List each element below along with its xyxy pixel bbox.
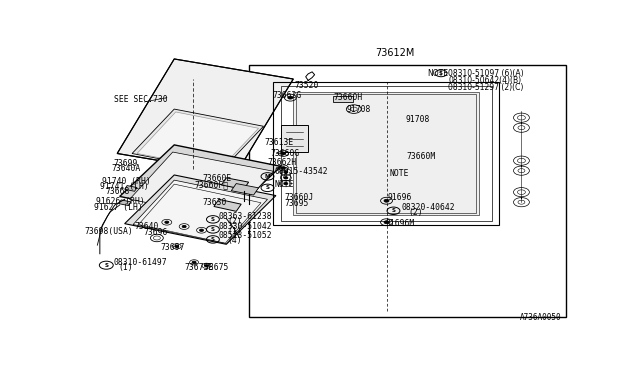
Text: 73668: 73668 (106, 187, 130, 196)
Text: (1): (1) (118, 263, 133, 272)
Circle shape (284, 177, 288, 179)
Circle shape (192, 261, 196, 263)
Polygon shape (125, 175, 276, 244)
Text: 73695: 73695 (285, 199, 309, 208)
Bar (333, 96, 353, 102)
Text: 73698(USA): 73698(USA) (84, 227, 132, 236)
Text: 08310-51297 (2)(C): 08310-51297 (2)(C) (448, 83, 524, 92)
Text: (2): (2) (408, 208, 423, 217)
Text: 08363-61238: 08363-61238 (219, 212, 273, 221)
Text: 73675E: 73675E (184, 263, 213, 272)
Text: NOTE: NOTE (390, 169, 410, 179)
Polygon shape (118, 200, 131, 206)
Text: (1): (1) (228, 227, 243, 236)
Polygon shape (133, 180, 268, 244)
Text: S: S (266, 185, 269, 190)
Circle shape (200, 229, 204, 231)
Text: 08310-50642(4)(B): 08310-50642(4)(B) (448, 76, 521, 85)
Text: 73660G: 73660G (270, 149, 300, 158)
Circle shape (182, 225, 186, 228)
Text: 73640: 73640 (134, 222, 159, 231)
Polygon shape (132, 109, 264, 171)
Text: 73699: 73699 (114, 158, 138, 167)
Polygon shape (221, 178, 249, 189)
Text: 73612M: 73612M (375, 48, 415, 58)
Text: 91696: 91696 (388, 193, 412, 202)
Circle shape (205, 264, 209, 267)
Text: 73660H: 73660H (333, 93, 362, 103)
Text: 73675: 73675 (204, 263, 228, 272)
Text: 08513-51052: 08513-51052 (219, 231, 273, 240)
Bar (249, 65, 566, 317)
Text: 73662H: 73662H (268, 158, 297, 167)
Text: (4): (4) (228, 236, 243, 245)
Text: S: S (211, 227, 215, 232)
Polygon shape (137, 112, 259, 169)
Text: 73613E: 73613E (264, 138, 294, 147)
Polygon shape (125, 186, 137, 191)
Text: NOTE: NOTE (428, 69, 448, 78)
Text: 08330-51042: 08330-51042 (219, 222, 273, 231)
Polygon shape (129, 152, 273, 218)
Text: 91741 (LH): 91741 (LH) (100, 182, 148, 191)
Text: (4): (4) (278, 172, 293, 181)
Text: S: S (392, 208, 396, 213)
Text: 73660M: 73660M (406, 152, 436, 161)
Circle shape (282, 153, 285, 155)
Text: 73660F␀: 73660F␀ (194, 180, 228, 189)
Text: SEE SEC.730: SEE SEC.730 (114, 95, 167, 104)
Circle shape (175, 245, 179, 247)
Text: 73662G: 73662G (273, 91, 301, 100)
Text: S: S (211, 217, 215, 222)
Text: M: M (265, 174, 270, 179)
Polygon shape (293, 92, 479, 215)
Text: 08915-43542: 08915-43542 (275, 167, 328, 176)
Text: 73660E: 73660E (202, 174, 231, 183)
Polygon shape (231, 183, 259, 195)
Bar (281, 125, 308, 152)
Text: NOTE: NOTE (275, 180, 294, 189)
Text: S: S (104, 263, 108, 268)
Text: S: S (439, 71, 443, 76)
Text: 91708: 91708 (405, 115, 429, 124)
Text: 91740 (RH): 91740 (RH) (102, 177, 150, 186)
Text: S: S (211, 237, 215, 242)
Text: 73640A: 73640A (111, 164, 141, 173)
Text: 73520: 73520 (294, 81, 319, 90)
Circle shape (284, 171, 288, 173)
Circle shape (282, 167, 285, 169)
Text: 91627 (LH): 91627 (LH) (94, 203, 143, 212)
Text: 91696M: 91696M (385, 219, 414, 228)
Text: 08310-51097 (6)(A): 08310-51097 (6)(A) (448, 69, 524, 78)
Text: 73697: 73697 (161, 243, 185, 252)
Text: 08320-40642: 08320-40642 (401, 203, 455, 212)
Text: 91708: 91708 (346, 105, 371, 114)
Text: 73630: 73630 (202, 198, 227, 207)
Circle shape (384, 221, 389, 224)
Polygon shape (120, 145, 281, 218)
Text: 91626 (RH): 91626 (RH) (96, 198, 145, 206)
Text: A736A0050: A736A0050 (520, 314, 561, 323)
Circle shape (165, 221, 169, 223)
Circle shape (384, 199, 389, 202)
Circle shape (284, 182, 288, 185)
Text: 73696: 73696 (143, 228, 168, 237)
Polygon shape (214, 199, 241, 211)
Circle shape (288, 96, 292, 99)
Text: 08310-61497: 08310-61497 (114, 258, 167, 267)
Text: (2): (2) (228, 217, 243, 226)
Polygon shape (117, 59, 293, 173)
Text: 73660J: 73660J (285, 193, 314, 202)
